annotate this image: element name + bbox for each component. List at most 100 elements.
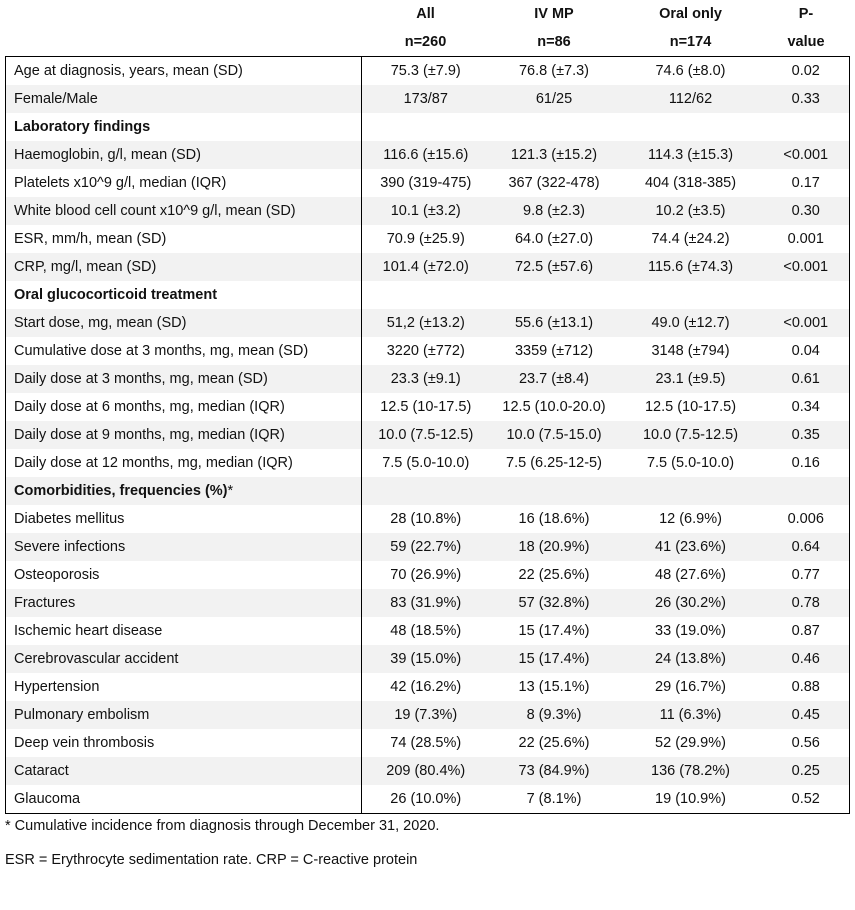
cell-oral-only: 112/62 (618, 85, 763, 113)
cell-all (362, 281, 490, 309)
table-body: Age at diagnosis, years, mean (SD) 75.3 (… (5, 56, 850, 814)
row-label: Platelets x10^9 g/l, median (IQR) (5, 169, 362, 197)
cell-all: 23.3 (±9.1) (361, 365, 490, 393)
cell-all: 59 (22.7%) (361, 533, 490, 561)
cell-oral-only: 24 (13.8%) (618, 645, 763, 673)
cell-p-value: <0.001 (762, 309, 850, 337)
table-row: Diabetes mellitus 28 (10.8%) 16 (18.6%) 12 … (5, 505, 850, 533)
cell-p-value: 0.78 (762, 589, 850, 617)
cell-iv-mp: 367 (322-478) (508, 175, 600, 191)
header-row-2: n=260 n=86 n=174 value (5, 28, 850, 57)
cell-oral-only: 3148 (±794) (651, 343, 730, 359)
cell-all: 173/87 (361, 85, 490, 113)
table-row: Cerebrovascular accident 39 (15.0%) 15 (17… (5, 645, 850, 673)
cell-all: 74 (28.5%) (390, 735, 462, 751)
header-oral-only: Oral only (659, 6, 722, 22)
row-label-text: Laboratory findings (14, 119, 151, 135)
cell-oral-only: 29 (16.7%) (655, 679, 726, 695)
row-label-text: Female/Male (14, 91, 98, 107)
header-all-n: n=260 (361, 28, 490, 57)
table-row: Female/Male 173/87 61/25 112/62 0.33 (5, 85, 850, 113)
cell-oral-only: 74.6 (±8.0) (655, 63, 726, 79)
cell-oral-only: 12.5 (10-17.5) (644, 399, 737, 415)
row-label-text: Osteoporosis (14, 567, 100, 583)
cell-all: 51,2 (±13.2) (361, 309, 490, 337)
cell-p-value: 0.61 (762, 365, 850, 393)
row-label-text: Daily dose at 3 months, mg, mean (SD) (14, 371, 268, 387)
row-label: Daily dose at 3 months, mg, mean (SD) (5, 365, 362, 393)
cell-iv-mp: 61/25 (489, 85, 619, 113)
cell-p-value: 0.16 (791, 455, 820, 471)
header-oral-only-n: n=174 (618, 28, 763, 57)
row-label-text: Platelets x10^9 g/l, median (IQR) (14, 175, 227, 191)
row-label: CRP, mg/l, mean (SD) (5, 253, 362, 281)
cell-iv-mp: 18 (20.9%) (489, 533, 619, 561)
header-iv-mp: IV MP (534, 6, 574, 22)
table-header: All IV MP Oral only P- n=260 n=86 n=174 … (5, 0, 850, 57)
cell-oral-only (619, 281, 763, 309)
cell-all: 10.1 (±3.2) (361, 197, 490, 225)
row-label: Osteoporosis (5, 561, 362, 589)
header-iv-mp-n: n=86 (489, 28, 619, 57)
row-label: Age at diagnosis, years, mean (SD) (5, 56, 362, 85)
cell-p-value: 0.77 (791, 567, 820, 583)
cell-oral-only: 52 (29.9%) (655, 735, 726, 751)
section-header-row: Oral glucocorticoid treatment (5, 281, 850, 309)
row-label: White blood cell count x10^9 g/l, mean (… (5, 197, 362, 225)
cell-oral-only: 10.0 (7.5-12.5) (618, 421, 763, 449)
cell-p-value: <0.001 (762, 253, 850, 281)
cell-all: 75.3 (±7.9) (390, 63, 461, 79)
cell-iv-mp: 3359 (±712) (514, 343, 594, 359)
row-label: Cumulative dose at 3 months, mg, mean (S… (5, 337, 362, 365)
cell-iv-mp: 57 (32.8%) (489, 589, 619, 617)
cell-oral-only: 136 (78.2%) (618, 757, 763, 785)
table-row: Daily dose at 12 months, mg, median (IQR… (5, 449, 850, 477)
cell-p-value: 0.45 (762, 701, 850, 729)
table-row: Osteoporosis 70 (26.9%) 22 (25.6%) 48 (27.6… (5, 561, 850, 589)
cell-oral-only: 12 (6.9%) (659, 511, 722, 527)
row-label-text: ESR, mm/h, mean (SD) (14, 231, 167, 247)
cell-p-value: 0.34 (791, 399, 820, 415)
cell-all: 39 (15.0%) (361, 645, 490, 673)
table-row: CRP, mg/l, mean (SD) 101.4 (±72.0) 72.5 (±… (5, 253, 850, 281)
row-label: Fractures (5, 589, 362, 617)
cell-iv-mp: 15 (17.4%) (489, 645, 619, 673)
cell-all: 209 (80.4%) (361, 757, 490, 785)
cell-p-value: 0.46 (762, 645, 850, 673)
row-label-text: Hypertension (14, 679, 100, 695)
table-row: Start dose, mg, mean (SD) 51,2 (±13.2) 55.… (5, 309, 850, 337)
cell-p-value: 0.001 (787, 231, 824, 247)
row-label-text: Deep vein thrombosis (14, 735, 155, 751)
table-row: Daily dose at 9 months, mg, median (IQR)… (5, 421, 850, 449)
row-label: Deep vein thrombosis (5, 729, 362, 757)
cell-oral-only: 26 (30.2%) (618, 589, 763, 617)
cell-p-value: 0.35 (762, 421, 850, 449)
cell-oral-only: 33 (19.0%) (655, 623, 726, 639)
cell-iv-mp: 10.0 (7.5-15.0) (489, 421, 619, 449)
row-label: ESR, mm/h, mean (SD) (5, 225, 362, 253)
row-label: Ischemic heart disease (5, 617, 362, 645)
table-row: Platelets x10^9 g/l, median (IQR) 390 (31… (5, 169, 850, 197)
cell-p-value (763, 281, 850, 309)
cell-p-value: 0.52 (762, 785, 850, 814)
cell-iv-mp: 23.7 (±8.4) (489, 365, 619, 393)
cell-iv-mp: 7.5 (6.25-12-5) (506, 455, 602, 471)
row-label-text: Cerebrovascular accident (14, 651, 179, 667)
table-row: Fractures 83 (31.9%) 57 (32.8%) 26 (30.2%) 0… (5, 589, 850, 617)
cell-all (362, 113, 490, 141)
cell-iv-mp: 12.5 (10.0-20.0) (502, 399, 606, 415)
cell-p-value: 0.33 (762, 85, 850, 113)
footnote-abbreviations: ESR = Erythrocyte sedimentation rate. CR… (5, 852, 418, 868)
table-row: Cumulative dose at 3 months, mg, mean (S… (5, 337, 850, 365)
header-label-cell-2 (5, 28, 362, 57)
baseline-characteristics-table: All IV MP Oral only P- n=260 n=86 n=174 … (5, 0, 850, 814)
row-label: Glaucoma (5, 785, 362, 814)
cell-oral-only: 41 (23.6%) (618, 533, 763, 561)
cell-all: 390 (319-475) (380, 175, 472, 191)
cell-iv-mp: 13 (15.1%) (518, 679, 590, 695)
cell-iv-mp: 55.6 (±13.1) (489, 309, 619, 337)
row-label: Daily dose at 12 months, mg, median (IQR… (5, 449, 362, 477)
cell-oral-only: 7.5 (5.0-10.0) (646, 455, 735, 471)
row-label: Cataract (5, 757, 362, 785)
cell-all: 26 (10.0%) (361, 785, 490, 814)
